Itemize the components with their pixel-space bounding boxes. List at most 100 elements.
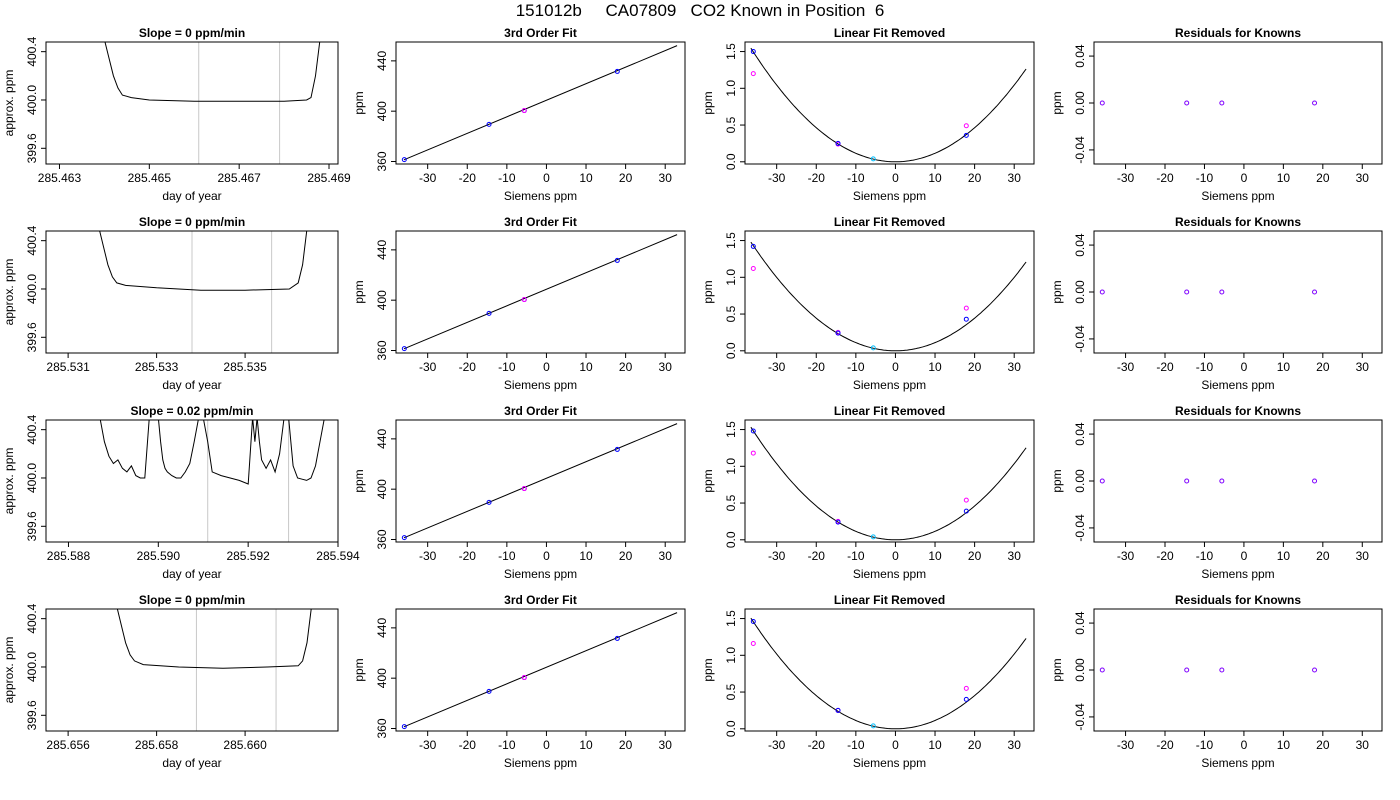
x-tick-label: -20 [808, 171, 826, 185]
x-tick-label: 20 [968, 549, 982, 563]
plot-frame [1093, 608, 1383, 732]
y-tick-label: 1.0 [724, 269, 738, 286]
x-tick-label: 30 [659, 549, 673, 563]
x-tick-label: 285.594 [316, 549, 360, 563]
chart-panel-r2-c2: 3rd Order Fit Siemens ppm ppm -30 -20 -10 0 10 2… [352, 215, 686, 392]
x-tick-label: -10 [498, 738, 516, 752]
data-point [486, 310, 492, 316]
chart-title: Residuals for Knowns [1175, 215, 1301, 229]
y-tick-label: 1.0 [724, 647, 738, 664]
x-tick-label: 20 [619, 171, 633, 185]
x-tick-label: 20 [968, 738, 982, 752]
y-axis-label: ppm [352, 658, 366, 681]
x-tick-label: 0 [892, 738, 899, 752]
data-point [835, 707, 841, 713]
plot-area [116, 609, 312, 731]
x-tick-label: 10 [1277, 360, 1291, 374]
x-tick-label: -20 [459, 549, 477, 563]
chart-panel-r2-c3: Linear Fit Removed Siemens ppm ppm -30 -20 -1… [701, 215, 1035, 392]
chart-panel-r1-c4: Residuals for Knowns Siemens ppm ppm -30 -20… [1050, 26, 1383, 203]
x-tick-label: -10 [1196, 360, 1214, 374]
y-axis-label: ppm [352, 280, 366, 303]
plot-frame [744, 41, 1035, 165]
data-point [401, 157, 407, 163]
data-point [750, 49, 756, 55]
residual-point [1219, 478, 1225, 484]
x-tick-label: -30 [1117, 360, 1135, 374]
fit-line [403, 45, 678, 161]
plot-area [99, 420, 325, 542]
plot-frame [744, 608, 1035, 732]
x-tick-label: 30 [1356, 171, 1370, 185]
chart-panel-r1-c3: Linear Fit Removed Siemens ppm ppm -30 -20 -1… [701, 26, 1035, 203]
residual-point [1219, 289, 1225, 295]
x-tick-label: 20 [619, 738, 633, 752]
y-tick-label: 360 [375, 151, 389, 171]
y-tick-label: 400 [375, 668, 389, 688]
chart-title: Linear Fit Removed [834, 215, 945, 229]
x-axis-label: Siemens ppm [853, 189, 926, 203]
x-tick-label: 10 [579, 360, 593, 374]
x-tick-label: 285.467 [217, 171, 261, 185]
data-point [870, 723, 876, 729]
x-tick-label: 30 [1008, 738, 1022, 752]
raw-point [963, 305, 969, 311]
x-tick-label: 20 [619, 549, 633, 563]
y-axis-label: ppm [701, 91, 715, 114]
y-axis-label: ppm [701, 658, 715, 681]
plot-area [750, 617, 1027, 730]
chart-panel-r3-c2: 3rd Order Fit Siemens ppm ppm -30 -20 -10 0 10 2… [352, 404, 686, 581]
plot-area [401, 612, 678, 730]
y-axis-label: approx. ppm [2, 637, 16, 704]
x-tick-label: 285.660 [223, 738, 267, 752]
plot-area [401, 234, 678, 352]
x-tick-label: -10 [847, 171, 865, 185]
x-tick-label: 10 [928, 738, 942, 752]
chart-title: Linear Fit Removed [834, 26, 945, 40]
x-tick-label: -20 [1156, 549, 1174, 563]
fit-line [403, 423, 678, 539]
raw-point [750, 71, 756, 77]
plot-area [104, 42, 321, 164]
y-tick-label: -0.04 [1073, 703, 1087, 731]
data-point [401, 535, 407, 541]
y-tick-label: 0.00 [1073, 280, 1087, 304]
x-tick-label: -10 [847, 738, 865, 752]
plot-frame [45, 608, 339, 732]
x-tick-label: 0 [1241, 549, 1248, 563]
plot-area [1099, 100, 1318, 106]
x-tick-label: 20 [619, 360, 633, 374]
data-point [614, 635, 620, 641]
x-tick-label: 285.658 [135, 738, 179, 752]
x-axis-label: Siemens ppm [1201, 378, 1274, 392]
y-tick-label: 0.04 [1073, 611, 1087, 635]
y-tick-label: 440 [375, 240, 389, 260]
x-tick-label: 285.592 [226, 549, 270, 563]
chart-panel-r4-c2: 3rd Order Fit Siemens ppm ppm -30 -20 -10 0 10 2… [352, 593, 686, 770]
x-tick-label: -20 [459, 738, 477, 752]
x-tick-label: 10 [928, 549, 942, 563]
x-tick-label: 0 [892, 171, 899, 185]
x-axis-label: Siemens ppm [853, 567, 926, 581]
series-line [104, 42, 321, 102]
quadratic-curve [750, 426, 1027, 541]
data-point [401, 346, 407, 352]
plot-frame [1093, 41, 1383, 165]
plot-frame [395, 608, 686, 732]
y-tick-label: 440 [375, 618, 389, 638]
data-point [835, 519, 841, 525]
y-tick-label: 399.6 [25, 133, 39, 163]
x-tick-label: 285.535 [223, 360, 267, 374]
data-point [486, 499, 492, 505]
x-axis-label: day of year [162, 378, 221, 392]
x-tick-label: 20 [1316, 360, 1330, 374]
data-point [870, 345, 876, 351]
chart-panel-r4-c3: Linear Fit Removed Siemens ppm ppm -30 -20 -1… [701, 593, 1035, 770]
chart-title: 3rd Order Fit [504, 593, 577, 607]
x-tick-label: 285.588 [47, 549, 91, 563]
x-tick-label: 30 [1356, 360, 1370, 374]
plot-frame [395, 230, 686, 354]
residual-point [1184, 667, 1190, 673]
x-tick-label: -10 [498, 549, 516, 563]
residual-point [1219, 100, 1225, 106]
